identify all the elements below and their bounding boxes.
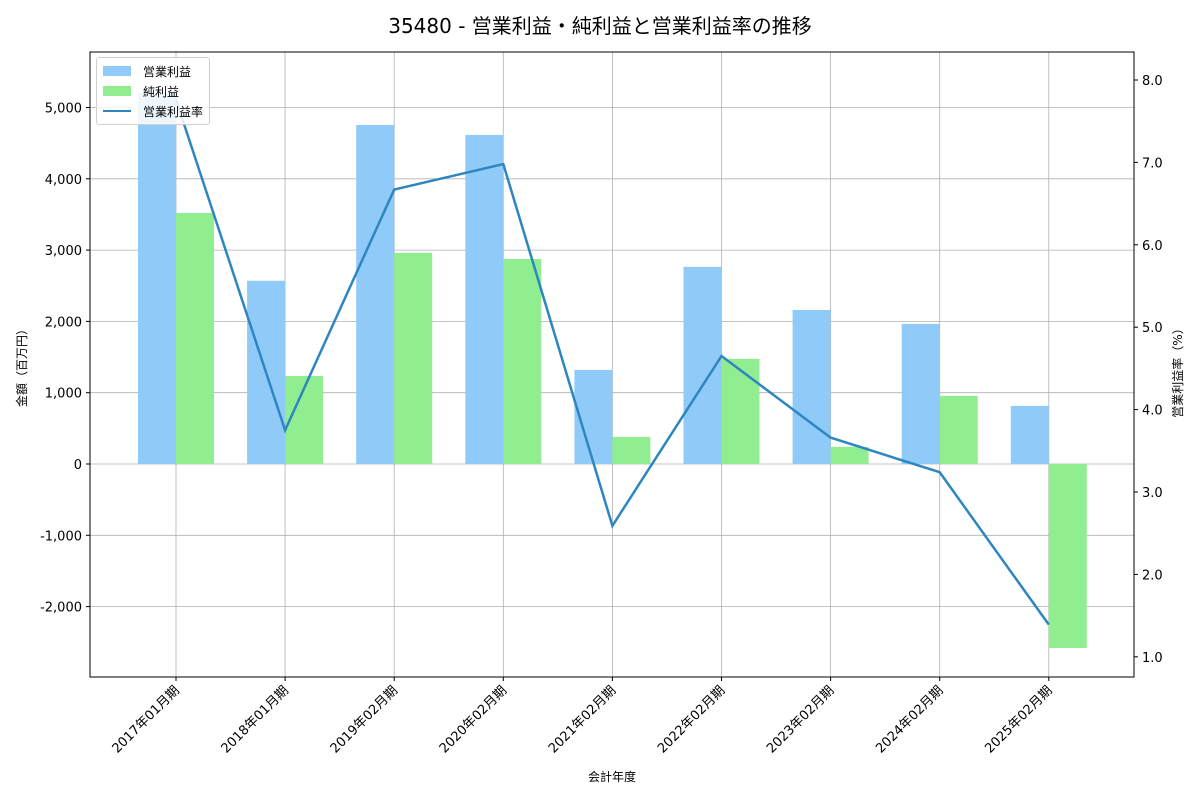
x-axis-ticks: 2017年01月期 2018年01月期 2019年02月期 2020年02月期 2021… [110, 677, 1056, 757]
right-axis-ticks: 1.0 2.0 3.0 4.0 5.0 6.0 7.0 8.0 [1134, 74, 1163, 666]
y2-tick-label: 3.0 [1142, 486, 1163, 501]
left-axis-label: 金額（百万円） [14, 323, 29, 407]
bar-純利益 [503, 259, 542, 464]
grid-lines [90, 52, 1134, 677]
x-axis-label: 会計年度 [588, 769, 636, 784]
x-tick-label: 2024年02月期 [873, 683, 946, 756]
y-tick-label: 1,000 [45, 387, 82, 402]
y2-tick-label: 6.0 [1142, 239, 1163, 254]
y-tick-label: -1,000 [40, 529, 82, 544]
y-tick-label: -2,000 [40, 601, 82, 616]
legend-swatch-bar-icon [103, 86, 131, 96]
x-tick-label: 2023年02月期 [764, 683, 837, 756]
y2-tick-label: 7.0 [1142, 156, 1163, 171]
y-tick-label: 5,000 [45, 102, 82, 117]
left-axis-ticks: -2,000 -1,000 0 1,000 2,000 3,000 4,000 5,000 [40, 102, 90, 616]
bar-純利益 [394, 252, 433, 464]
legend-swatch-line-icon [103, 110, 131, 112]
y-tick-label: 4,000 [45, 173, 82, 188]
bar-series [138, 93, 1087, 648]
line-series [174, 99, 1050, 626]
y-tick-label: 2,000 [45, 315, 82, 330]
bar-営業利益 [792, 309, 831, 464]
x-tick-label: 2021年02月期 [546, 683, 619, 756]
bar-営業利益 [465, 134, 504, 464]
bar-営業利益 [138, 93, 176, 465]
legend-item-operating-margin: 営業利益率 [103, 101, 203, 121]
x-tick-label: 2025年02月期 [982, 683, 1055, 756]
chart-legend: 営業利益 純利益 営業利益率 [96, 57, 211, 125]
legend-item-net-profit: 純利益 [103, 81, 203, 101]
operating-margin-line [174, 99, 1050, 626]
y2-tick-label: 1.0 [1142, 651, 1163, 666]
bar-営業利益 [901, 323, 940, 464]
y-tick-label: 3,000 [45, 244, 82, 259]
chart-title: 35480 - 営業利益・純利益と営業利益率の推移 [388, 14, 812, 38]
legend-item-operating-profit: 営業利益 [103, 61, 203, 81]
bar-純利益 [830, 446, 869, 464]
x-tick-label: 2017年01月期 [110, 683, 183, 756]
bar-純利益 [176, 213, 214, 464]
y2-tick-label: 8.0 [1142, 74, 1163, 89]
y2-tick-label: 2.0 [1142, 568, 1163, 583]
legend-swatch-bar-icon [103, 66, 131, 76]
x-tick-label: 2020年02月期 [437, 683, 510, 756]
bar-純利益 [1048, 464, 1087, 648]
bar-営業利益 [356, 124, 395, 464]
bar-純利益 [721, 358, 760, 464]
right-axis-label: 営業利益率（%） [1170, 322, 1185, 417]
x-tick-label: 2022年02月期 [655, 683, 728, 756]
x-tick-label: 2019年02月期 [328, 683, 401, 756]
bar-営業利益 [1010, 405, 1049, 464]
y2-tick-label: 5.0 [1142, 321, 1163, 336]
x-tick-label: 2018年01月期 [219, 683, 292, 756]
y-tick-label: 0 [74, 458, 82, 473]
bar-純利益 [612, 436, 651, 464]
legend-label: 営業利益率 [143, 104, 204, 119]
bar-純利益 [939, 395, 978, 464]
legend-label: 営業利益 [143, 64, 192, 79]
legend-label: 純利益 [143, 84, 180, 99]
y2-tick-label: 4.0 [1142, 404, 1163, 419]
